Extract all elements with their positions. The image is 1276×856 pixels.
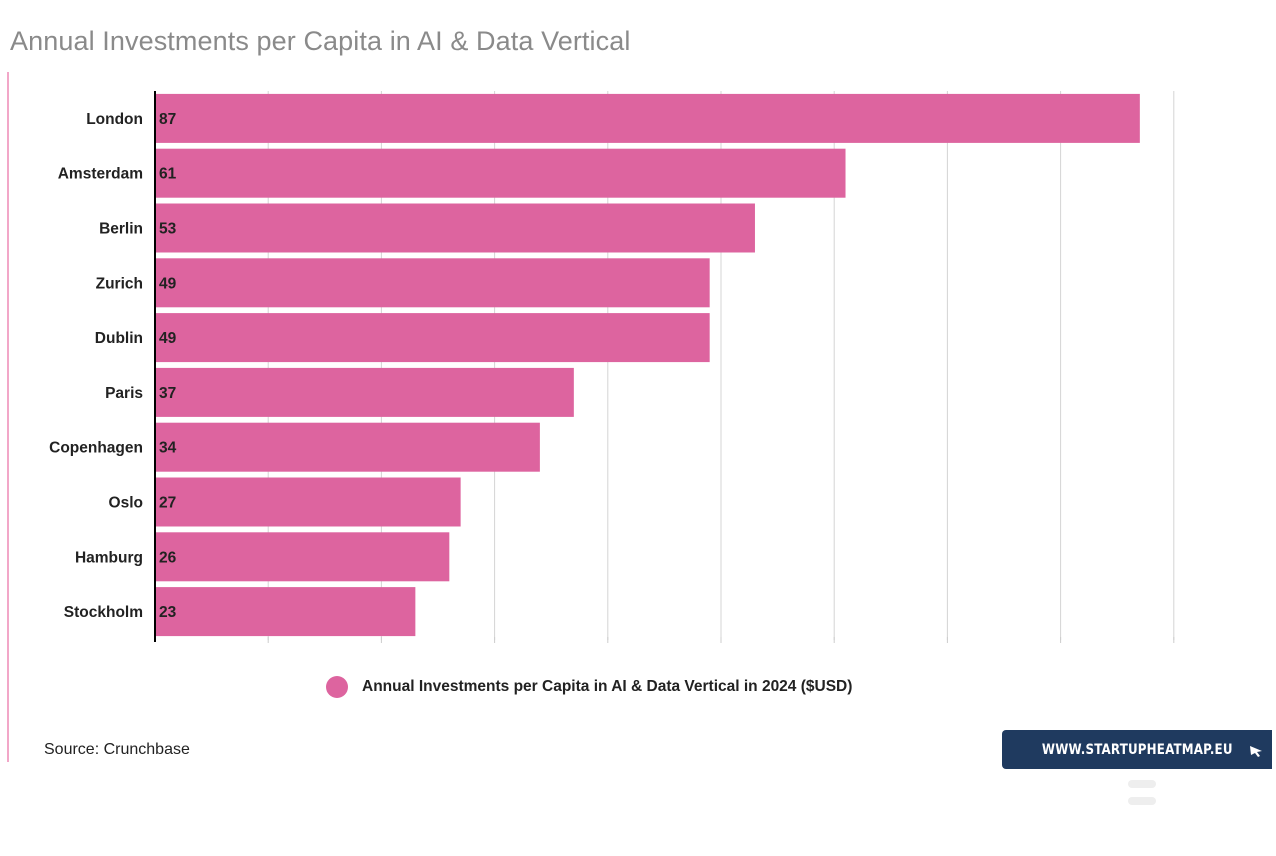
data-label: 61 <box>159 166 177 183</box>
legend-label: Annual Investments per Capita in AI & Da… <box>362 678 853 695</box>
website-badge-text: WWW.STARTUPHEATMAP.EU <box>1041 741 1233 758</box>
category-label: London <box>86 111 143 128</box>
data-label: 34 <box>159 440 177 457</box>
bar-hamburg <box>155 532 450 582</box>
bar-berlin <box>155 203 755 253</box>
website-badge[interactable]: WWW.STARTUPHEATMAP.EU <box>1002 730 1272 769</box>
source-note: Source: Crunchbase <box>44 741 190 758</box>
data-label: 37 <box>159 385 176 402</box>
category-label: Amsterdam <box>58 166 143 183</box>
category-label: Copenhagen <box>49 440 143 457</box>
bar-oslo <box>155 477 461 527</box>
data-label: 26 <box>159 549 177 566</box>
category-label: Hamburg <box>75 549 143 566</box>
bar-copenhagen <box>155 422 540 472</box>
category-label: Dublin <box>95 330 143 347</box>
bar-paris <box>155 367 574 417</box>
data-label: 23 <box>159 604 177 621</box>
category-label: Oslo <box>109 495 143 512</box>
data-label: 49 <box>159 330 177 347</box>
data-label: 27 <box>159 495 176 512</box>
bar-stockholm <box>155 587 416 637</box>
bar-london <box>155 93 1140 143</box>
category-label: Stockholm <box>64 604 143 621</box>
accent-line <box>7 72 9 762</box>
cursor-arrow-icon <box>1250 746 1262 757</box>
bar-amsterdam <box>155 148 846 198</box>
menu-icon <box>1128 780 1156 808</box>
legend-swatch <box>326 676 348 698</box>
data-label: 49 <box>159 275 177 292</box>
data-label: 53 <box>159 221 177 238</box>
category-label: Paris <box>105 385 143 402</box>
bar-zurich <box>155 258 710 308</box>
bar-dublin <box>155 313 710 363</box>
chart-title: Annual Investments per Capita in AI & Da… <box>10 26 631 56</box>
data-label: 87 <box>159 111 176 128</box>
category-label: Berlin <box>99 221 143 238</box>
category-label: Zurich <box>96 275 143 292</box>
legend: Annual Investments per Capita in AI & Da… <box>326 676 852 698</box>
